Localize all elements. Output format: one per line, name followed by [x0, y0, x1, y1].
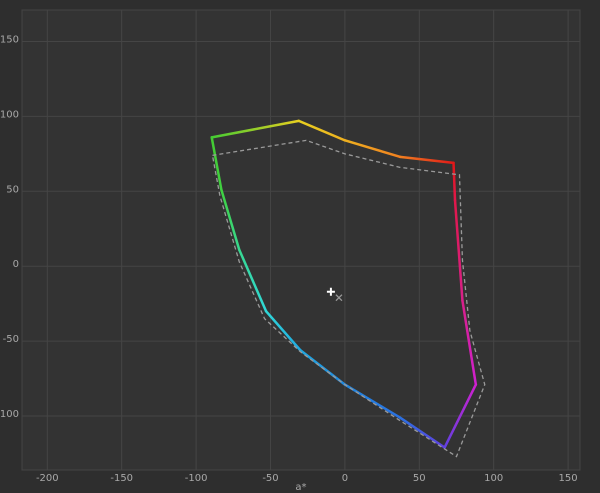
gamut-segment [297, 119, 347, 142]
x-tick-label: 150 [559, 473, 578, 484]
gamut-segment [398, 416, 446, 449]
x-tick-label: 100 [484, 473, 503, 484]
point-marker [335, 294, 343, 302]
gamut-segment [210, 119, 301, 139]
gamut-segment [343, 139, 402, 159]
gamut-segment [210, 136, 223, 192]
y-tick-label: -100 [0, 409, 19, 420]
gamut-segment [453, 199, 464, 302]
gamut-segment [461, 299, 478, 386]
y-tick-label: 100 [0, 109, 19, 120]
gamut-segment [398, 155, 455, 165]
x-tick-label: 0 [342, 473, 348, 484]
reference-gamut [211, 139, 486, 458]
gamut-segment [264, 309, 302, 352]
x-axis-label: a* [295, 482, 306, 493]
x-tick-label: -200 [36, 473, 59, 484]
plot-area [21, 9, 581, 471]
x-tick-label: -100 [185, 473, 208, 484]
point-marker [326, 287, 335, 296]
gamut-segment [343, 383, 402, 419]
x-tick-label: -50 [262, 473, 278, 484]
y-tick-label: 150 [0, 34, 19, 45]
y-tick-label: 50 [6, 184, 19, 195]
gamut-segment [452, 161, 457, 202]
y-tick-label: 0 [13, 259, 19, 270]
gamut-segment [443, 383, 478, 449]
x-tick-label: 50 [413, 473, 426, 484]
gamut-segment [237, 248, 268, 313]
gamut-segment [220, 188, 241, 251]
y-tick-label: -50 [3, 334, 19, 345]
x-tick-label: -150 [110, 473, 133, 484]
